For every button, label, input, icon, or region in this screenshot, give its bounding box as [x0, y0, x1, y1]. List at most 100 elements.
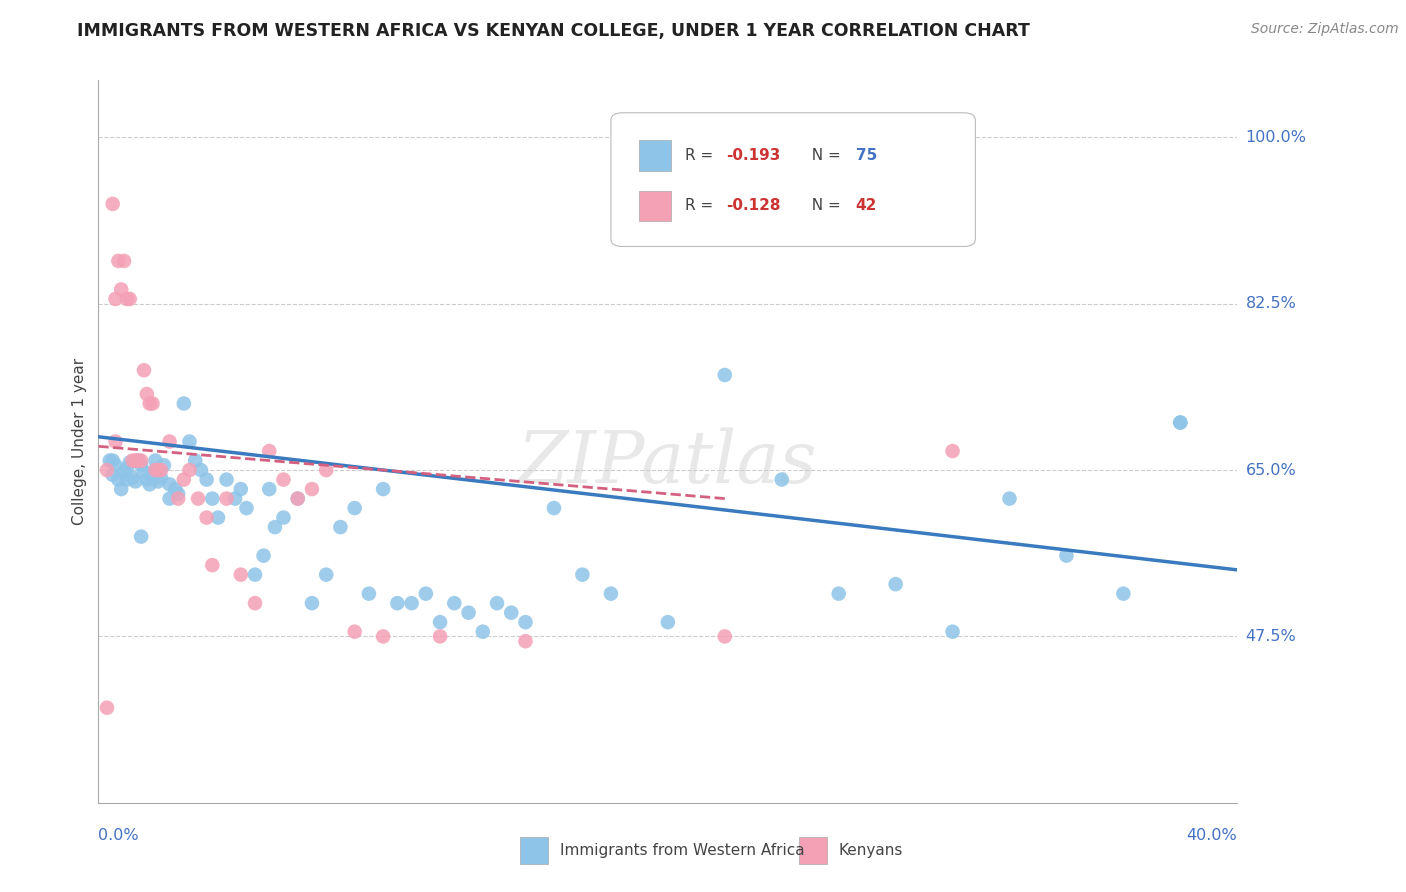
Point — [443, 596, 465, 610]
Text: 47.5%: 47.5% — [1246, 629, 1296, 644]
Point — [129, 530, 152, 544]
Point — [132, 465, 155, 479]
Point — [287, 491, 309, 506]
Point — [714, 368, 737, 382]
Point — [101, 197, 124, 211]
Point — [150, 463, 173, 477]
Point — [153, 458, 176, 473]
Text: Kenyans: Kenyans — [839, 843, 903, 858]
Point — [207, 510, 229, 524]
Point — [159, 491, 181, 506]
Point — [252, 549, 274, 563]
Point — [600, 587, 623, 601]
Point — [264, 520, 287, 534]
Point — [571, 567, 593, 582]
Point — [173, 396, 195, 410]
Point — [150, 470, 173, 484]
Point — [179, 463, 201, 477]
Point — [357, 587, 380, 601]
Text: IMMIGRANTS FROM WESTERN AFRICA VS KENYAN COLLEGE, UNDER 1 YEAR CORRELATION CHART: IMMIGRANTS FROM WESTERN AFRICA VS KENYAN… — [77, 22, 1031, 40]
Text: Source: ZipAtlas.com: Source: ZipAtlas.com — [1251, 22, 1399, 37]
Point — [115, 461, 138, 475]
Point — [229, 482, 252, 496]
Point — [201, 558, 224, 573]
Point — [201, 491, 224, 506]
Text: -0.193: -0.193 — [725, 148, 780, 163]
Point — [159, 434, 181, 449]
Point — [148, 463, 170, 477]
Text: -0.128: -0.128 — [725, 199, 780, 213]
Point — [471, 624, 494, 639]
Point — [714, 629, 737, 643]
Point — [184, 453, 207, 467]
Point — [259, 482, 281, 496]
Text: 75: 75 — [856, 148, 877, 163]
Point — [127, 453, 149, 467]
Point — [165, 482, 187, 496]
Point — [259, 444, 281, 458]
Point — [315, 567, 337, 582]
Point — [104, 292, 127, 306]
Point — [301, 596, 323, 610]
Point — [942, 624, 965, 639]
Text: R =: R = — [685, 148, 718, 163]
Point — [387, 596, 409, 610]
Point — [1056, 549, 1078, 563]
Point — [145, 453, 167, 467]
Text: 40.0%: 40.0% — [1187, 828, 1237, 843]
Point — [101, 453, 124, 467]
Point — [273, 473, 295, 487]
Point — [1170, 416, 1192, 430]
Point — [167, 487, 190, 501]
Text: 65.0%: 65.0% — [1246, 463, 1296, 477]
Point — [115, 292, 138, 306]
Point — [96, 700, 118, 714]
Text: N =: N = — [803, 148, 846, 163]
Point — [96, 463, 118, 477]
Point — [98, 453, 121, 467]
FancyBboxPatch shape — [520, 837, 548, 864]
Point — [515, 615, 537, 630]
Text: 0.0%: 0.0% — [98, 828, 139, 843]
Point — [287, 491, 309, 506]
Point — [141, 396, 163, 410]
Point — [129, 453, 152, 467]
Point — [229, 567, 252, 582]
Y-axis label: College, Under 1 year: College, Under 1 year — [72, 358, 87, 525]
Point — [145, 463, 167, 477]
Point — [215, 491, 238, 506]
Point — [121, 453, 143, 467]
Point — [243, 596, 266, 610]
Point — [121, 470, 143, 484]
Point — [243, 567, 266, 582]
FancyBboxPatch shape — [799, 837, 827, 864]
Point — [138, 477, 160, 491]
Point — [343, 624, 366, 639]
Point — [124, 453, 146, 467]
Point — [415, 587, 437, 601]
FancyBboxPatch shape — [640, 191, 671, 221]
Point — [1170, 416, 1192, 430]
Point — [118, 292, 141, 306]
Text: N =: N = — [803, 199, 846, 213]
Point — [124, 475, 146, 489]
Point — [190, 463, 212, 477]
Point — [195, 473, 218, 487]
Point — [373, 482, 395, 496]
Point — [515, 634, 537, 648]
Point — [127, 453, 149, 467]
Point — [770, 473, 793, 487]
Text: Immigrants from Western Africa: Immigrants from Western Africa — [560, 843, 804, 858]
Point — [115, 473, 138, 487]
Point — [129, 458, 152, 473]
Point — [118, 455, 141, 469]
Point — [141, 467, 163, 482]
Point — [828, 587, 851, 601]
Text: R =: R = — [685, 199, 718, 213]
Point — [135, 387, 157, 401]
Point — [457, 606, 479, 620]
Point — [107, 253, 129, 268]
Point — [179, 434, 201, 449]
Point — [104, 458, 127, 473]
Point — [329, 520, 352, 534]
